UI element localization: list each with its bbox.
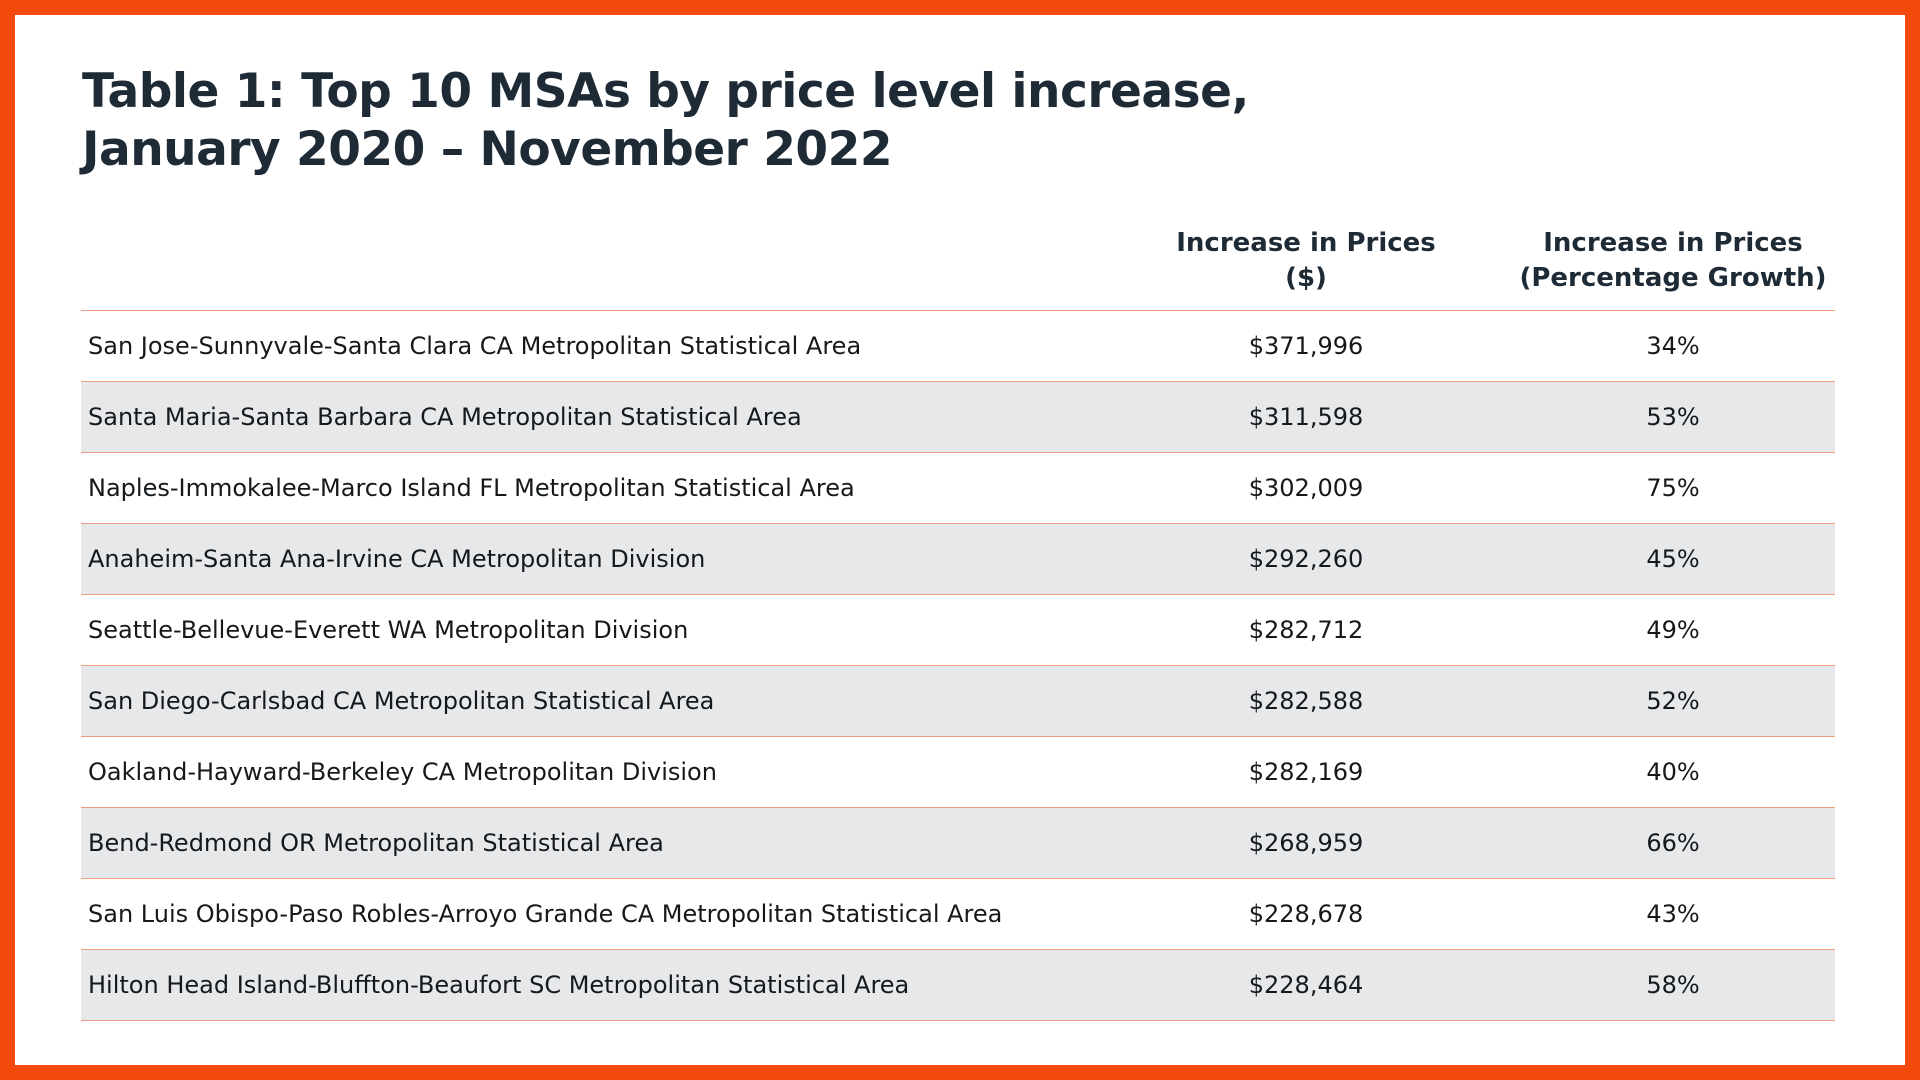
- table-row: San Jose-Sunnyvale-Santa Clara CA Metrop…: [81, 311, 1835, 382]
- title-line-2: January 2020 – November 2022: [82, 122, 893, 177]
- percentage-growth-cell: 40%: [1646, 758, 1700, 786]
- dollar-increase-cell: $311,598: [1248, 403, 1364, 431]
- dollar-increase-cell: $282,588: [1248, 687, 1364, 715]
- percentage-growth-cell: 75%: [1646, 474, 1700, 502]
- dollar-increase-cell: $228,678: [1248, 900, 1364, 928]
- msa-name-cell: Anaheim-Santa Ana-Irvine CA Metropolitan…: [88, 545, 706, 573]
- percentage-growth-cell: 53%: [1646, 403, 1700, 431]
- msa-name-cell: Hilton Head Island-Bluffton-Beaufort SC …: [88, 971, 910, 999]
- table-title: Table 1: Top 10 MSAs by price level incr…: [82, 63, 1249, 179]
- msa-name-cell: Naples-Immokalee-Marco Island FL Metropo…: [88, 474, 855, 502]
- column-header-dollar-line-1: Increase in Prices: [1176, 228, 1436, 258]
- data-table: Increase in Prices ($) Increase in Price…: [81, 213, 1835, 1021]
- percentage-growth-cell: 66%: [1646, 829, 1700, 857]
- dollar-increase-cell: $292,260: [1248, 545, 1364, 573]
- msa-name-cell: San Jose-Sunnyvale-Santa Clara CA Metrop…: [88, 332, 862, 360]
- percentage-growth-cell: 49%: [1646, 616, 1700, 644]
- dollar-increase-cell: $228,464: [1248, 971, 1364, 999]
- column-header-percentage-growth: Increase in Prices (Percentage Growth): [1483, 226, 1863, 296]
- dollar-increase-cell: $282,712: [1248, 616, 1364, 644]
- percentage-growth-cell: 45%: [1646, 545, 1700, 573]
- table-row: Naples-Immokalee-Marco Island FL Metropo…: [81, 453, 1835, 524]
- title-line-1: Table 1: Top 10 MSAs by price level incr…: [82, 64, 1249, 119]
- msa-name-cell: San Diego-Carlsbad CA Metropolitan Stati…: [88, 687, 715, 715]
- column-header-dollar-line-2: ($): [1285, 263, 1327, 293]
- percentage-growth-cell: 43%: [1646, 900, 1700, 928]
- table-row: Anaheim-Santa Ana-Irvine CA Metropolitan…: [81, 524, 1835, 595]
- table-row: San Luis Obispo-Paso Robles-Arroyo Grand…: [81, 879, 1835, 950]
- msa-name-cell: San Luis Obispo-Paso Robles-Arroyo Grand…: [88, 900, 1003, 928]
- column-header-pct-line-1: Increase in Prices: [1543, 228, 1803, 258]
- percentage-growth-cell: 58%: [1646, 971, 1700, 999]
- table-row: Bend-Redmond OR Metropolitan Statistical…: [81, 808, 1835, 879]
- column-header-dollar-increase: Increase in Prices ($): [1166, 226, 1446, 296]
- percentage-growth-cell: 34%: [1646, 332, 1700, 360]
- table-header-row: Increase in Prices ($) Increase in Price…: [81, 213, 1835, 311]
- table-row: Hilton Head Island-Bluffton-Beaufort SC …: [81, 950, 1835, 1021]
- dollar-increase-cell: $282,169: [1248, 758, 1364, 786]
- percentage-growth-cell: 52%: [1646, 687, 1700, 715]
- table-row: Oakland-Hayward-Berkeley CA Metropolitan…: [81, 737, 1835, 808]
- dollar-increase-cell: $268,959: [1248, 829, 1364, 857]
- table-row: Santa Maria-Santa Barbara CA Metropolita…: [81, 382, 1835, 453]
- dollar-increase-cell: $371,996: [1248, 332, 1364, 360]
- table-frame: Table 1: Top 10 MSAs by price level incr…: [15, 15, 1905, 1065]
- table-row: San Diego-Carlsbad CA Metropolitan Stati…: [81, 666, 1835, 737]
- table-body: San Jose-Sunnyvale-Santa Clara CA Metrop…: [81, 311, 1835, 1021]
- msa-name-cell: Seattle-Bellevue-Everett WA Metropolitan…: [88, 616, 689, 644]
- table-row: Seattle-Bellevue-Everett WA Metropolitan…: [81, 595, 1835, 666]
- dollar-increase-cell: $302,009: [1248, 474, 1364, 502]
- msa-name-cell: Santa Maria-Santa Barbara CA Metropolita…: [88, 403, 802, 431]
- msa-name-cell: Bend-Redmond OR Metropolitan Statistical…: [88, 829, 664, 857]
- msa-name-cell: Oakland-Hayward-Berkeley CA Metropolitan…: [88, 758, 717, 786]
- column-header-pct-line-2: (Percentage Growth): [1519, 263, 1827, 293]
